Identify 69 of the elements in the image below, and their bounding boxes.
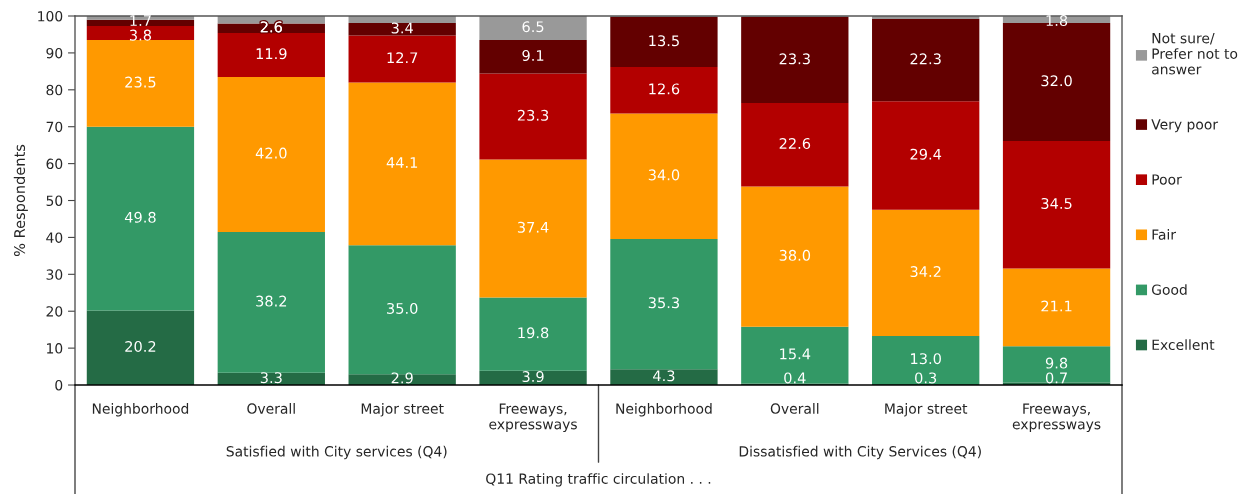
data-label: 35.0	[387, 302, 418, 314]
data-label: 32.0	[1041, 75, 1072, 87]
y-axis-title: % Respondents	[13, 144, 28, 257]
y-tick-label: 80	[46, 84, 63, 96]
y-tick-label: 70	[46, 121, 63, 133]
data-label: 23.3	[517, 109, 549, 121]
y-tick-label: 30	[46, 269, 63, 280]
data-label: 34.2	[910, 266, 941, 278]
y-tick-label: 10	[47, 343, 63, 354]
text: Satisfied with City services (Q4)	[226, 445, 447, 460]
data-label: 12.6	[649, 83, 680, 95]
legend-label: Not sure/ Prefer not to answer	[1152, 33, 1238, 75]
y-tick-label: 0	[55, 379, 63, 391]
data-label: 38.0	[779, 249, 811, 261]
data-label: 3.3	[260, 372, 282, 384]
x-tick-label: Freeways, expressways	[489, 403, 577, 433]
data-label: 9.1	[522, 49, 544, 62]
data-label: 19.8	[518, 327, 549, 339]
data-label: 42.0	[255, 147, 287, 159]
data-label: 29.4	[910, 148, 942, 160]
x-tick-label: Major street	[885, 403, 968, 417]
data-label: 6.5	[522, 21, 544, 33]
legend-label: Poor	[1152, 174, 1182, 185]
data-label: 0.4	[784, 372, 806, 384]
y-tick-label: 50	[46, 195, 63, 206]
legend-label: Excellent	[1152, 339, 1215, 351]
x-tick-label: Freeways, expressways	[1012, 403, 1101, 433]
data-label: 21.1	[1041, 300, 1072, 312]
data-label: 13.0	[911, 353, 941, 365]
x-tick-label: Neighborhood	[616, 403, 712, 417]
x-axis-title: Q11 Rating traffic circulation . . .	[486, 473, 711, 487]
data-label: 15.4	[780, 348, 811, 360]
legend-label: Fair	[1152, 229, 1177, 240]
data-label: 44.1	[386, 157, 418, 168]
text: Dissatisfied with City Services (Q4)	[739, 445, 981, 460]
data-label: 37.4	[517, 221, 549, 233]
x-tick-label: Neighborhood	[92, 403, 189, 417]
data-label: 23.3	[779, 53, 810, 65]
data-label: 0.3	[915, 372, 937, 384]
data-label: 3.4	[391, 22, 413, 34]
data-label: 34.0	[648, 169, 680, 181]
data-label: 34.5	[1041, 197, 1072, 209]
data-label: 35.3	[648, 297, 679, 309]
data-label: 0.7	[1045, 372, 1067, 384]
legend-label: Very poor	[1151, 119, 1219, 133]
x-tick-label: Major street	[361, 403, 444, 417]
data-label: 3.8	[129, 29, 152, 41]
data-label: 3.9	[522, 371, 544, 383]
data-label: 13.5	[649, 35, 679, 47]
data-label: 4.3	[653, 370, 675, 382]
legend-label: Good	[1151, 284, 1187, 295]
data-label: 12.7	[387, 52, 418, 64]
data-label: 22.6	[779, 137, 811, 150]
data-label: 2.6	[260, 21, 282, 33]
y-tick-label: 20	[46, 306, 63, 317]
x-tick-label: Overall	[247, 403, 295, 414]
data-label: 22.3	[910, 53, 941, 65]
data-label: 20.2	[125, 340, 156, 352]
data-label: 11.9	[256, 48, 287, 60]
data-label: 9.8	[1045, 357, 1068, 369]
y-tick-label: 90	[46, 47, 63, 59]
y-tick-label: 40	[46, 232, 63, 243]
data-label: 2.9	[391, 372, 413, 384]
y-tick-label: 60	[46, 158, 63, 170]
data-label: 23.5	[125, 76, 156, 88]
data-label: 49.8	[124, 211, 156, 223]
x-tick-label: Overall	[770, 403, 819, 414]
y-tick-label: 100	[38, 10, 63, 22]
data-label: 38.2	[256, 295, 287, 307]
